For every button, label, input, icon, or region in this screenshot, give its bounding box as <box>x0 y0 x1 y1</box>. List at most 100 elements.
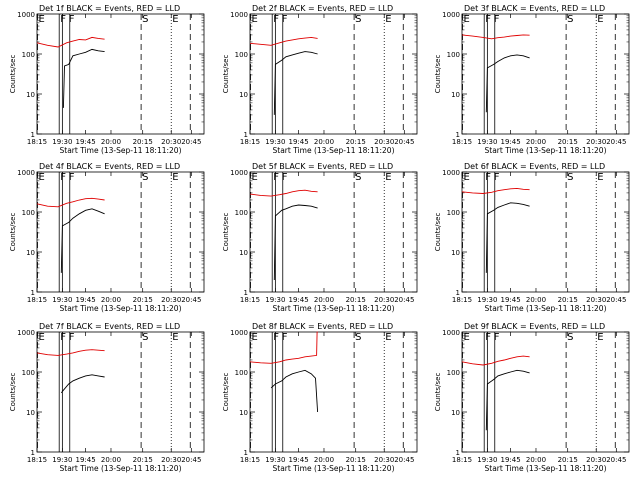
x-tick-label: 19:30 <box>477 138 497 146</box>
x-tick-label: 20:45 <box>181 138 201 146</box>
x-axis-label: Start Time (13-Sep-11 18:11:20) <box>60 464 182 473</box>
flag-label: F <box>494 172 500 183</box>
x-tick-label: 18:15 <box>452 138 472 146</box>
y-tick-label: 10 <box>451 91 460 99</box>
y-axis-label: Counts/sec <box>222 213 230 252</box>
y-tick-label: 1000 <box>442 11 460 19</box>
event-marker-label: E <box>252 172 258 183</box>
x-tick-label: 19:45 <box>289 456 309 464</box>
y-tick-label: 1 <box>31 449 35 457</box>
event-marker-label: S <box>142 172 148 183</box>
series-line-lld <box>36 197 105 208</box>
y-tick-label: 10 <box>451 409 460 417</box>
x-tick-label: 20:30 <box>374 138 394 146</box>
x-tick-label: 19:45 <box>76 456 96 464</box>
flag-label: F <box>273 332 279 343</box>
y-tick-label: 10 <box>239 409 248 417</box>
y-tick-label: 10 <box>26 91 35 99</box>
x-tick-label: 19:30 <box>477 456 497 464</box>
y-tick-label: 1000 <box>442 329 460 337</box>
flag-label: F <box>69 332 75 343</box>
y-tick-label: 1 <box>31 289 35 297</box>
x-tick-label: 20:15 <box>558 456 578 464</box>
x-tick-label: 19:45 <box>501 296 521 304</box>
event-marker-label: E <box>385 172 391 183</box>
x-axis-label: Start Time (13-Sep-11 18:11:20) <box>485 464 607 473</box>
chart-title: Det 2f BLACK = Events, RED = LLD <box>252 4 393 13</box>
x-tick-label: 19:45 <box>501 138 521 146</box>
x-tick-label: 20:15 <box>558 296 578 304</box>
flag-label: F <box>282 14 288 25</box>
x-axis-label: Start Time (13-Sep-11 18:11:20) <box>273 146 395 155</box>
y-tick-label: 10 <box>451 249 460 257</box>
x-tick-label: 18:15 <box>240 296 260 304</box>
y-tick-label: 100 <box>447 51 460 59</box>
x-tick-label: 19:30 <box>52 138 72 146</box>
y-tick-label: 100 <box>235 369 248 377</box>
event-marker-label: E <box>385 332 391 343</box>
event-marker-label: E <box>39 172 45 183</box>
plot-frame <box>36 13 205 135</box>
series-line-lld <box>249 331 318 364</box>
y-tick-label: 1000 <box>230 11 248 19</box>
x-tick-label: 20:30 <box>374 296 394 304</box>
y-tick-label: 1000 <box>230 169 248 177</box>
flag-label: F <box>485 332 491 343</box>
x-tick-label: 18:15 <box>27 138 47 146</box>
event-marker-label: E <box>464 332 470 343</box>
x-tick-label: 20:45 <box>181 456 201 464</box>
x-tick-label: 20:00 <box>101 456 121 464</box>
y-axis-label: Counts/sec <box>434 213 442 252</box>
series-line-lld <box>249 189 318 197</box>
x-tick-label: 20:00 <box>314 296 334 304</box>
chart-panel-3: Det 3f BLACK = Events, RED = LLD 1 10 100 10… <box>434 4 630 155</box>
x-tick-label: 20:30 <box>161 296 181 304</box>
event-marker-label: E <box>385 14 391 25</box>
series-line-lld <box>36 36 105 48</box>
x-tick-label: 20:00 <box>314 456 334 464</box>
plot-frame <box>249 171 418 293</box>
series-line-events <box>485 369 530 431</box>
event-marker-label: E <box>39 332 45 343</box>
y-tick-label: 1 <box>456 449 460 457</box>
y-tick-label: 1 <box>244 289 248 297</box>
chart-panel-4: Det 4f BLACK = Events, RED = LLD 1 10 100 10… <box>9 162 205 313</box>
x-tick-label: 19:30 <box>265 456 285 464</box>
x-tick-label: 20:30 <box>586 138 606 146</box>
x-tick-label: 20:15 <box>133 296 153 304</box>
y-tick-label: 1000 <box>17 169 35 177</box>
plot-frame <box>461 331 630 453</box>
x-tick-label: 20:00 <box>101 138 121 146</box>
chart-title: Det 4f BLACK = Events, RED = LLD <box>39 162 180 171</box>
series-line-events <box>273 51 318 115</box>
x-tick-label: 19:45 <box>289 296 309 304</box>
event-marker-label: E <box>252 14 258 25</box>
x-axis-label: Start Time (13-Sep-11 18:11:20) <box>485 146 607 155</box>
series-line-events <box>485 54 530 113</box>
y-tick-label: 1 <box>244 131 248 139</box>
event-marker-label: E <box>597 172 603 183</box>
flag-label: F <box>485 14 491 25</box>
event-marker-label: S <box>355 332 361 343</box>
y-axis-label: Counts/sec <box>434 55 442 94</box>
x-tick-label: 19:30 <box>265 138 285 146</box>
chart-panel-8: Det 8f BLACK = Events, RED = LLD 1 10 100 10… <box>222 322 418 473</box>
flag-label: F <box>60 332 66 343</box>
y-tick-label: 100 <box>447 209 460 217</box>
flag-label: F <box>69 172 75 183</box>
y-tick-label: 10 <box>239 91 248 99</box>
x-tick-label: 20:15 <box>346 456 366 464</box>
x-tick-label: 19:30 <box>52 296 72 304</box>
event-marker-label: E <box>39 14 45 25</box>
series-line-lld <box>461 187 530 194</box>
x-tick-label: 20:15 <box>558 138 578 146</box>
x-tick-label: 19:30 <box>52 456 72 464</box>
event-marker-label: E <box>172 14 178 25</box>
chart-panel-6: Det 6f BLACK = Events, RED = LLD 1 10 100 10… <box>434 162 630 313</box>
flag-label: F <box>282 332 288 343</box>
event-marker-label: E <box>597 14 603 25</box>
y-tick-label: 100 <box>447 369 460 377</box>
event-marker-label: E <box>252 332 258 343</box>
y-tick-label: 10 <box>26 409 35 417</box>
